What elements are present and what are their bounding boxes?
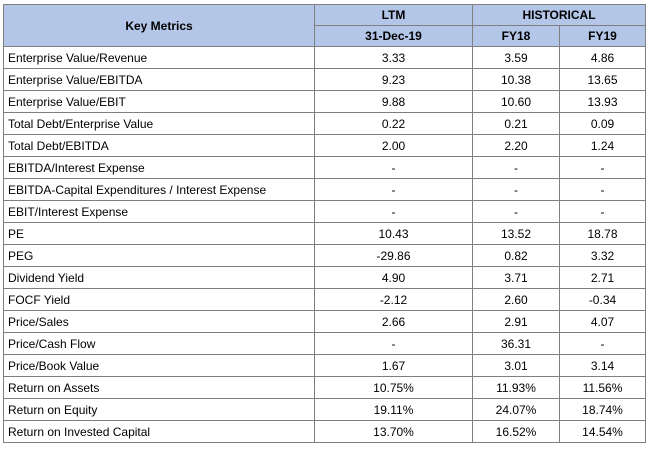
fy18-value: 10.38 — [472, 68, 560, 91]
table-row: Total Debt/EBITDA 2.00 2.20 1.24 — [3, 134, 646, 157]
fy18-value: 0.21 — [472, 112, 560, 135]
key-metrics-table: Key Metrics LTM HISTORICAL 31-Dec-19 FY1… — [3, 4, 646, 443]
ltm-value: 1.67 — [314, 354, 473, 377]
fy19-value: 3.14 — [559, 354, 646, 377]
ltm-value: 2.66 — [314, 310, 473, 333]
fy19-value: 2.71 — [559, 266, 646, 289]
ltm-value: 19.11% — [314, 398, 473, 421]
fy18-value: 2.60 — [472, 288, 560, 311]
ltm-value: 13.70% — [314, 420, 473, 443]
header-row-bottom: 31-Dec-19 FY18 FY19 — [4, 25, 646, 47]
ltm-value: 3.33 — [314, 46, 473, 69]
metric-label: Dividend Yield — [3, 266, 315, 289]
metric-label: Return on Assets — [3, 376, 315, 399]
fy18-value: - — [472, 156, 560, 179]
ltm-value: - — [314, 200, 473, 223]
fy19-value: 0.09 — [559, 112, 646, 135]
fy19-value: - — [559, 156, 646, 179]
ltm-value: - — [314, 178, 473, 201]
fy18-value: 16.52% — [472, 420, 560, 443]
metric-label: Price/Book Value — [3, 354, 315, 377]
table-row: FOCF Yield -2.12 2.60 -0.34 — [3, 288, 646, 311]
fy19-value: 18.78 — [559, 222, 646, 245]
fy18-value: 2.20 — [472, 134, 560, 157]
fy19-value: 3.32 — [559, 244, 646, 267]
metric-label: EBITDA-Capital Expenditures / Interest E… — [3, 178, 315, 201]
fy18-value: 13.52 — [472, 222, 560, 245]
fy19-value: 14.54% — [559, 420, 646, 443]
table-row: Return on Assets 10.75% 11.93% 11.56% — [3, 376, 646, 399]
metric-label: Price/Sales — [3, 310, 315, 333]
table-row: Enterprise Value/Revenue 3.33 3.59 4.86 — [3, 46, 646, 69]
fy18-value: 3.59 — [472, 46, 560, 69]
fy18-value: - — [472, 200, 560, 223]
ltm-value: -2.12 — [314, 288, 473, 311]
fy18-value: 10.60 — [472, 90, 560, 113]
metric-label: EBIT/Interest Expense — [3, 200, 315, 223]
table-row: EBITDA-Capital Expenditures / Interest E… — [3, 178, 646, 201]
fy18-value: 3.01 — [472, 354, 560, 377]
fy18-value: 24.07% — [472, 398, 560, 421]
fy19-value: 13.65 — [559, 68, 646, 91]
ltm-value: 10.43 — [314, 222, 473, 245]
fy19-value: - — [559, 332, 646, 355]
fy19-value: 18.74% — [559, 398, 646, 421]
table-row: PE 10.43 13.52 18.78 — [3, 222, 646, 245]
fy19-value: 4.86 — [559, 46, 646, 69]
metric-label: PEG — [3, 244, 315, 267]
table-row: Total Debt/Enterprise Value 0.22 0.21 0.09 — [3, 112, 646, 135]
fy19-value: 4.07 — [559, 310, 646, 333]
fy19-value: 1.24 — [559, 134, 646, 157]
fy18-value: 11.93% — [472, 376, 560, 399]
ltm-date-header: 31-Dec-19 — [314, 25, 473, 47]
key-metrics-header: Key Metrics — [3, 4, 315, 47]
table-row: Price/Cash Flow -36.31- — [3, 332, 646, 355]
table-row: Enterprise Value/EBIT 9.88 10.60 13.93 — [3, 90, 646, 113]
ltm-value: - — [314, 156, 473, 179]
table-row: EBITDA/Interest Expense - - - — [3, 156, 646, 179]
fy19-value: - — [559, 200, 646, 223]
table-row: Return on Invested Capital 13.70% 16.52% 14… — [3, 420, 646, 443]
fy18-value: 2.91 — [472, 310, 560, 333]
ltm-value: -29.86 — [314, 244, 473, 267]
fy19-header: FY19 — [559, 25, 646, 47]
table-row: Enterprise Value/EBITDA 9.23 10.38 13.65 — [3, 68, 646, 91]
ltm-value: 10.75% — [314, 376, 473, 399]
fy19-value: - — [559, 178, 646, 201]
fy19-value: -0.34 — [559, 288, 646, 311]
table-row: EBIT/Interest Expense - - - — [3, 200, 646, 223]
metric-label: Total Debt/EBITDA — [3, 134, 315, 157]
ltm-value: 9.23 — [314, 68, 473, 91]
ltm-value: 9.88 — [314, 90, 473, 113]
metric-label: EBITDA/Interest Expense — [3, 156, 315, 179]
header-row-top: Key Metrics LTM HISTORICAL — [3, 4, 646, 47]
fy18-value: 0.82 — [472, 244, 560, 267]
table-row: Return on Equity 19.11% 24.07% 18.74% — [3, 398, 646, 421]
metric-label: Enterprise Value/EBITDA — [3, 68, 315, 91]
metric-label: PE — [3, 222, 315, 245]
table-row: Price/Book Value 1.67 3.01 3.14 — [3, 354, 646, 377]
metric-label: Price/Cash Flow — [3, 332, 315, 355]
metric-label: Enterprise Value/EBIT — [3, 90, 315, 113]
metric-label: Return on Equity — [3, 398, 315, 421]
fy18-header: FY18 — [472, 25, 560, 47]
table-row: Dividend Yield 4.90 3.71 2.71 — [3, 266, 646, 289]
metric-label: Enterprise Value/Revenue — [3, 46, 315, 69]
fy19-value: 13.93 — [559, 90, 646, 113]
fy18-value: 36.31 — [472, 332, 560, 355]
metric-label: Total Debt/Enterprise Value — [3, 112, 315, 135]
fy19-value: 11.56% — [559, 376, 646, 399]
ltm-header: LTM — [314, 4, 473, 26]
fy18-value: - — [472, 178, 560, 201]
ltm-value: - — [314, 332, 473, 355]
table-row: PEG -29.86 0.82 3.32 — [3, 244, 646, 267]
table-row: Price/Sales 2.66 2.91 4.07 — [3, 310, 646, 333]
ltm-value: 4.90 — [314, 266, 473, 289]
ltm-value: 2.00 — [314, 134, 473, 157]
metric-label: FOCF Yield — [3, 288, 315, 311]
historical-header: HISTORICAL — [472, 4, 646, 26]
fy18-value: 3.71 — [472, 266, 560, 289]
ltm-value: 0.22 — [314, 112, 473, 135]
metric-label: Return on Invested Capital — [3, 420, 315, 443]
